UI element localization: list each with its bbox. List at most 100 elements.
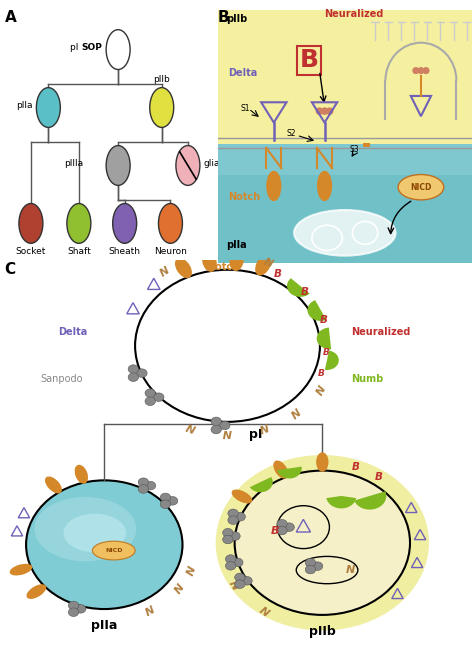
Ellipse shape [317, 171, 332, 201]
Text: NICD: NICD [410, 183, 432, 192]
Circle shape [226, 554, 236, 564]
Ellipse shape [45, 476, 62, 493]
Ellipse shape [175, 258, 192, 278]
Circle shape [412, 67, 419, 74]
Text: N: N [231, 577, 244, 590]
Circle shape [230, 532, 240, 540]
Text: B: B [218, 10, 230, 25]
Ellipse shape [232, 489, 252, 503]
Text: B: B [323, 348, 330, 358]
Circle shape [145, 389, 155, 397]
Circle shape [284, 523, 294, 532]
Ellipse shape [35, 497, 136, 562]
Text: pIIb: pIIb [226, 14, 247, 25]
Text: Notch: Notch [228, 192, 260, 202]
Text: Delta: Delta [58, 327, 88, 337]
Circle shape [235, 471, 410, 615]
Text: B: B [271, 526, 279, 536]
Circle shape [75, 604, 86, 613]
Circle shape [418, 67, 424, 74]
Circle shape [68, 601, 79, 610]
Text: Numb: Numb [351, 374, 383, 384]
Circle shape [106, 146, 130, 185]
Text: B: B [318, 369, 325, 378]
Text: pIIa: pIIa [91, 619, 118, 632]
Ellipse shape [294, 210, 395, 255]
Text: N: N [346, 565, 356, 575]
Wedge shape [308, 300, 327, 321]
Circle shape [211, 425, 221, 434]
Text: N: N [257, 420, 269, 433]
Wedge shape [325, 350, 339, 370]
Ellipse shape [74, 465, 88, 484]
Text: C: C [5, 262, 16, 277]
Text: B: B [319, 315, 328, 325]
Circle shape [176, 146, 200, 185]
Bar [218, 10, 472, 144]
Ellipse shape [229, 250, 244, 271]
Ellipse shape [255, 255, 271, 276]
Text: N: N [259, 602, 273, 616]
Circle shape [154, 393, 164, 402]
Circle shape [312, 562, 323, 571]
Text: pIIb: pIIb [154, 75, 170, 84]
Circle shape [235, 512, 246, 521]
Wedge shape [326, 496, 356, 508]
Text: pIIb: pIIb [309, 625, 336, 638]
Circle shape [305, 566, 316, 574]
Circle shape [321, 107, 328, 115]
Ellipse shape [398, 174, 444, 200]
Circle shape [150, 88, 173, 127]
Circle shape [277, 519, 287, 528]
Ellipse shape [92, 541, 135, 560]
Text: pIIa: pIIa [226, 240, 246, 250]
Bar [218, 144, 472, 174]
Circle shape [226, 562, 236, 570]
Ellipse shape [216, 455, 429, 630]
Circle shape [228, 509, 238, 517]
Text: Notch: Notch [207, 262, 239, 272]
Circle shape [160, 500, 171, 508]
Circle shape [145, 397, 155, 406]
Circle shape [235, 573, 245, 582]
Text: B: B [361, 499, 369, 509]
Text: N: N [181, 564, 194, 576]
Circle shape [235, 580, 245, 588]
Text: SOP: SOP [81, 44, 102, 52]
Text: B: B [300, 49, 319, 72]
Text: N: N [288, 405, 301, 419]
Circle shape [145, 481, 155, 490]
Text: N: N [262, 256, 274, 269]
Circle shape [160, 493, 171, 502]
Circle shape [113, 203, 137, 243]
Ellipse shape [64, 514, 126, 552]
Wedge shape [317, 328, 331, 349]
Text: S2: S2 [286, 129, 296, 138]
Text: Socket: Socket [16, 247, 46, 256]
Text: B: B [301, 287, 309, 298]
Text: Neuralized: Neuralized [325, 9, 384, 20]
Text: pI: pI [249, 428, 263, 441]
Text: N: N [170, 580, 183, 593]
Circle shape [135, 270, 320, 422]
Circle shape [233, 558, 243, 567]
Circle shape [316, 107, 323, 115]
Circle shape [128, 373, 138, 382]
Circle shape [128, 365, 138, 373]
Wedge shape [287, 278, 310, 297]
Circle shape [422, 67, 429, 74]
Circle shape [211, 417, 221, 426]
Text: glial: glial [203, 159, 222, 168]
Text: N: N [311, 382, 325, 395]
Circle shape [167, 497, 178, 505]
Text: B: B [374, 472, 383, 482]
Text: N: N [223, 426, 232, 437]
Wedge shape [354, 491, 386, 510]
Text: pIIa: pIIa [16, 101, 32, 111]
Circle shape [223, 528, 233, 537]
Text: Shaft: Shaft [67, 247, 91, 256]
Text: B: B [352, 462, 360, 472]
Bar [218, 144, 472, 263]
Ellipse shape [202, 251, 217, 272]
Text: Neuron: Neuron [154, 247, 187, 256]
